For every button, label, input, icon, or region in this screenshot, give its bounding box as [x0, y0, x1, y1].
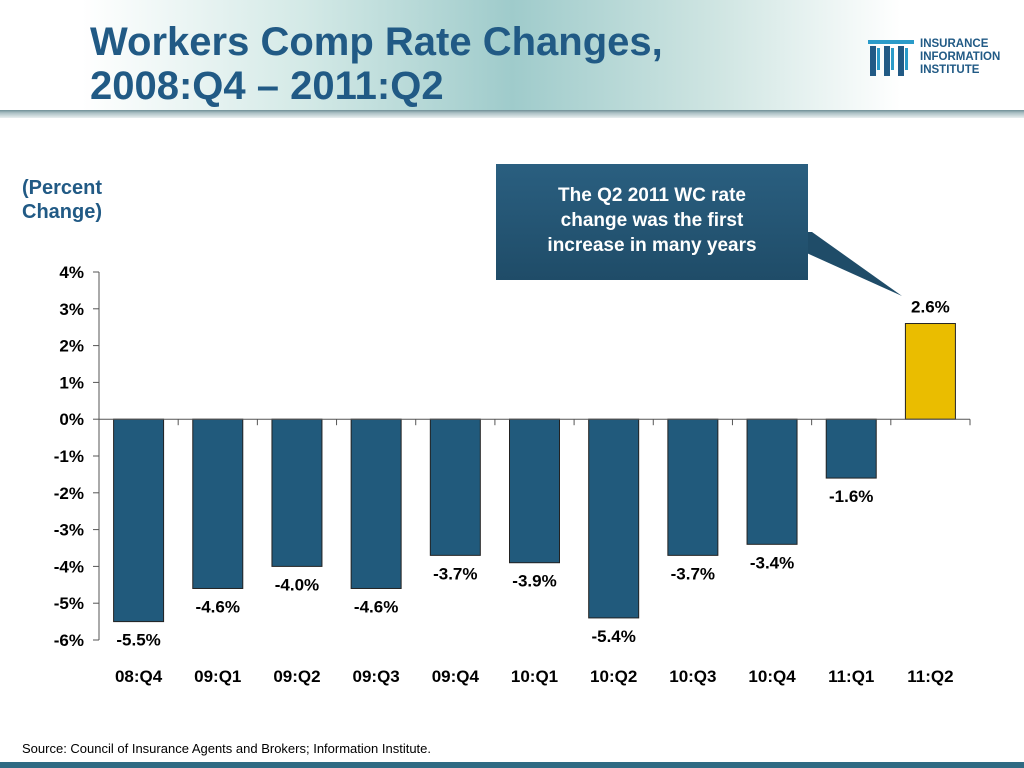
y-tick-label: -4% — [54, 557, 84, 576]
x-tick-label: 10:Q4 — [748, 667, 796, 686]
y-tick-label: 3% — [59, 300, 84, 319]
data-label: 2.6% — [911, 298, 950, 317]
data-label: -5.5% — [116, 631, 160, 650]
callout-line-2: change was the first — [560, 210, 744, 231]
data-label: -3.7% — [671, 564, 715, 583]
y-tick-label: 4% — [59, 263, 84, 282]
x-tick-label: 11:Q1 — [828, 667, 874, 686]
callout-line-3: increase in many years — [547, 235, 757, 256]
bar — [588, 418, 640, 619]
y-tick-label: 1% — [59, 373, 84, 392]
header-divider — [0, 110, 1024, 118]
callout-line-1: The Q2 2011 WC rate — [558, 185, 746, 206]
data-label: -5.4% — [591, 627, 635, 646]
bar — [667, 418, 719, 556]
x-tick-label: 10:Q1 — [511, 667, 558, 686]
logo-line-3: INSTITUTE — [920, 64, 980, 76]
y-tick-label: -5% — [54, 594, 84, 613]
x-tick-label: 11:Q2 — [907, 667, 953, 686]
footer-bar — [0, 762, 1024, 768]
data-label: -4.6% — [196, 597, 240, 616]
source-note: Source: Council of Insurance Agents and … — [22, 741, 431, 756]
y-tick-label: 0% — [59, 410, 84, 429]
bar — [429, 418, 481, 556]
bar — [113, 418, 165, 623]
x-tick-label: 10:Q2 — [590, 667, 637, 686]
y-tick-label: -3% — [54, 521, 84, 540]
x-tick-label: 08:Q4 — [115, 667, 163, 686]
bar — [350, 418, 402, 589]
bar — [904, 323, 956, 420]
iii-logo: INSURANCE INFORMATION INSTITUTE — [866, 38, 1016, 80]
data-label: -3.4% — [750, 553, 794, 572]
data-label: -3.9% — [512, 572, 556, 591]
bar — [825, 418, 877, 479]
data-label: -3.7% — [433, 564, 477, 583]
bar — [192, 418, 244, 589]
title-line-2: 2008:Q4 – 2011:Q2 — [90, 64, 444, 108]
title-line-1: Workers Comp Rate Changes, — [90, 20, 663, 64]
x-tick-label: 09:Q4 — [432, 667, 480, 686]
logo-line-2: INFORMATION — [920, 51, 1001, 63]
y-unit-label-line-2: Change) — [22, 201, 102, 223]
bar — [271, 418, 323, 567]
x-tick-label: 09:Q1 — [194, 667, 241, 686]
y-tick-label: -1% — [54, 447, 84, 466]
iii-logo-icon — [868, 40, 914, 76]
data-label: -4.6% — [354, 597, 398, 616]
logo-text: INSURANCE INFORMATION INSTITUTE — [920, 38, 1000, 77]
y-tick-label: -6% — [54, 631, 84, 650]
bar — [746, 418, 798, 545]
x-tick-label: 09:Q2 — [273, 667, 320, 686]
logo-line-1: INSURANCE — [920, 38, 989, 50]
y-unit-label-line-1: (Percent — [22, 177, 103, 199]
x-tick-label: 09:Q3 — [353, 667, 400, 686]
page-title: Workers Comp Rate Changes, 2008:Q4 – 201… — [90, 20, 663, 108]
y-tick-label: -2% — [54, 484, 84, 503]
x-tick-label: 10:Q3 — [669, 667, 716, 686]
data-label: -1.6% — [829, 487, 873, 506]
data-label: -4.0% — [275, 575, 319, 594]
callout-box: The Q2 2011 WC rate change was the first… — [496, 164, 808, 280]
bar — [509, 418, 560, 564]
y-tick-label: 2% — [59, 337, 84, 356]
y-unit-label: (Percent Change) — [22, 176, 132, 224]
header-band — [0, 0, 1024, 112]
